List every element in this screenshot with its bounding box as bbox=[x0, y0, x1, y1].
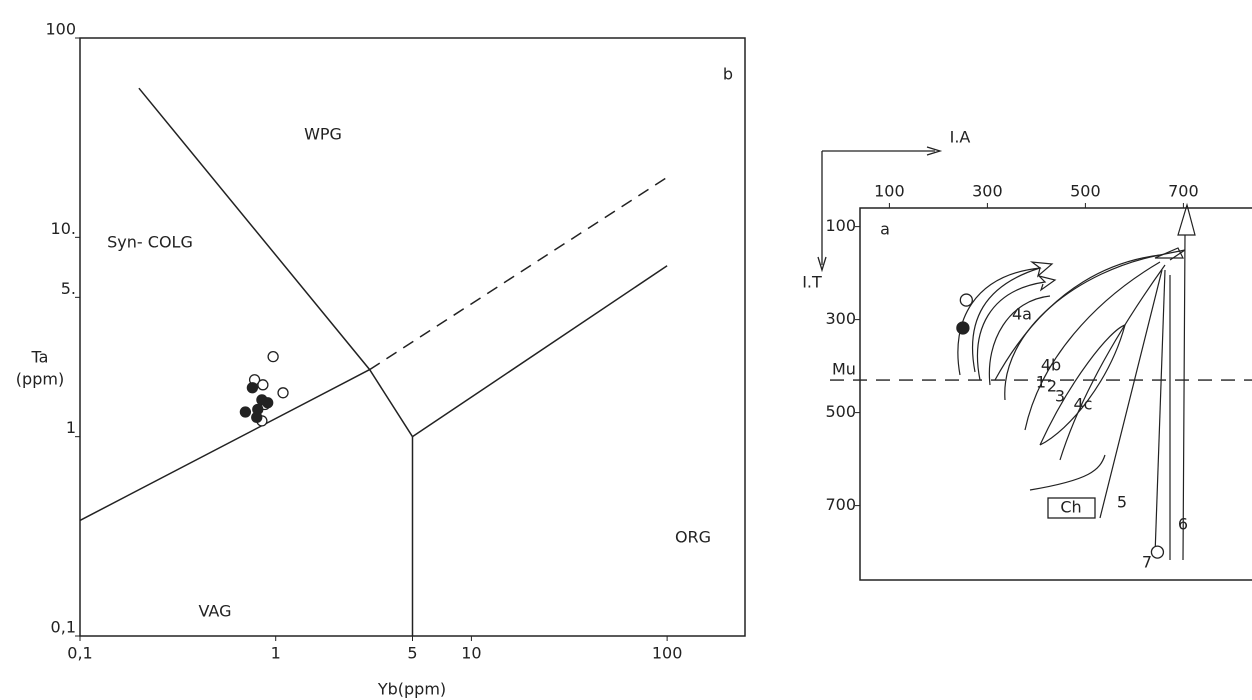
y-axis-label: (ppm) bbox=[16, 370, 64, 389]
plot-frame bbox=[859, 207, 1252, 581]
annotation: b bbox=[723, 65, 733, 84]
x-tick-label: 0,1 bbox=[67, 644, 92, 663]
annotation: 2 bbox=[1047, 377, 1057, 396]
paths bbox=[957, 202, 1196, 561]
x-tick-label: 5 bbox=[407, 644, 417, 663]
annotation: 1 bbox=[1036, 373, 1046, 392]
x-tick-label: 10 bbox=[461, 644, 481, 663]
boundary-line bbox=[79, 368, 370, 522]
axis-arrows bbox=[817, 146, 943, 273]
point bbox=[262, 397, 274, 409]
y-tick-label: 0,1 bbox=[51, 618, 76, 637]
y-tick-label: 5. bbox=[61, 279, 76, 298]
annotation: 4c bbox=[1074, 395, 1093, 414]
y-tick-label: 100 bbox=[45, 20, 76, 39]
reference-label: Mu bbox=[832, 360, 856, 379]
x-tick-label: 1 bbox=[271, 644, 281, 663]
x-tick-label: 100 bbox=[874, 182, 905, 201]
boundary-line bbox=[138, 87, 414, 438]
y-tick-label: 1 bbox=[66, 418, 76, 437]
y-axis-label: I.T bbox=[802, 273, 822, 292]
boundary-line bbox=[369, 176, 668, 371]
x-tick-label: 100 bbox=[652, 644, 683, 663]
point bbox=[267, 351, 279, 363]
annotation: 4b bbox=[1041, 356, 1061, 375]
y-tick-label: 500 bbox=[825, 402, 856, 421]
annotation: 7 bbox=[1142, 553, 1152, 572]
boundary-line bbox=[412, 265, 668, 438]
annotation: 6 bbox=[1178, 515, 1188, 534]
x-axis-label: I.A bbox=[950, 128, 971, 147]
annotation: 5 bbox=[1117, 493, 1127, 512]
y-axis-label: Ta bbox=[31, 348, 49, 367]
point bbox=[956, 321, 970, 335]
annotation: 4a bbox=[1012, 305, 1032, 324]
point bbox=[251, 411, 263, 423]
annotation: 3 bbox=[1055, 387, 1065, 406]
point bbox=[257, 379, 269, 391]
point bbox=[959, 293, 973, 307]
point bbox=[277, 387, 289, 399]
point bbox=[246, 382, 259, 394]
y-tick-label: 100 bbox=[825, 216, 856, 235]
annotation: a bbox=[880, 220, 890, 239]
annotation: Syn- COLG bbox=[107, 233, 193, 252]
point bbox=[239, 406, 252, 418]
annotation: WPG bbox=[304, 125, 342, 144]
x-tick-label: 700 bbox=[1168, 182, 1199, 201]
y-tick-label: 300 bbox=[825, 309, 856, 328]
y-tick-label: 700 bbox=[825, 495, 856, 514]
x-tick-label: 300 bbox=[972, 182, 1003, 201]
y-tick-label: 10. bbox=[51, 219, 76, 238]
x-axis-label: Yb(ppm) bbox=[377, 680, 446, 699]
annotation: Ch bbox=[1060, 498, 1081, 517]
x-tick-label: 500 bbox=[1070, 182, 1101, 201]
annotation: ORG bbox=[675, 528, 711, 547]
annotation: VAG bbox=[199, 602, 232, 621]
label-box bbox=[1047, 497, 1096, 519]
point bbox=[1150, 545, 1165, 559]
